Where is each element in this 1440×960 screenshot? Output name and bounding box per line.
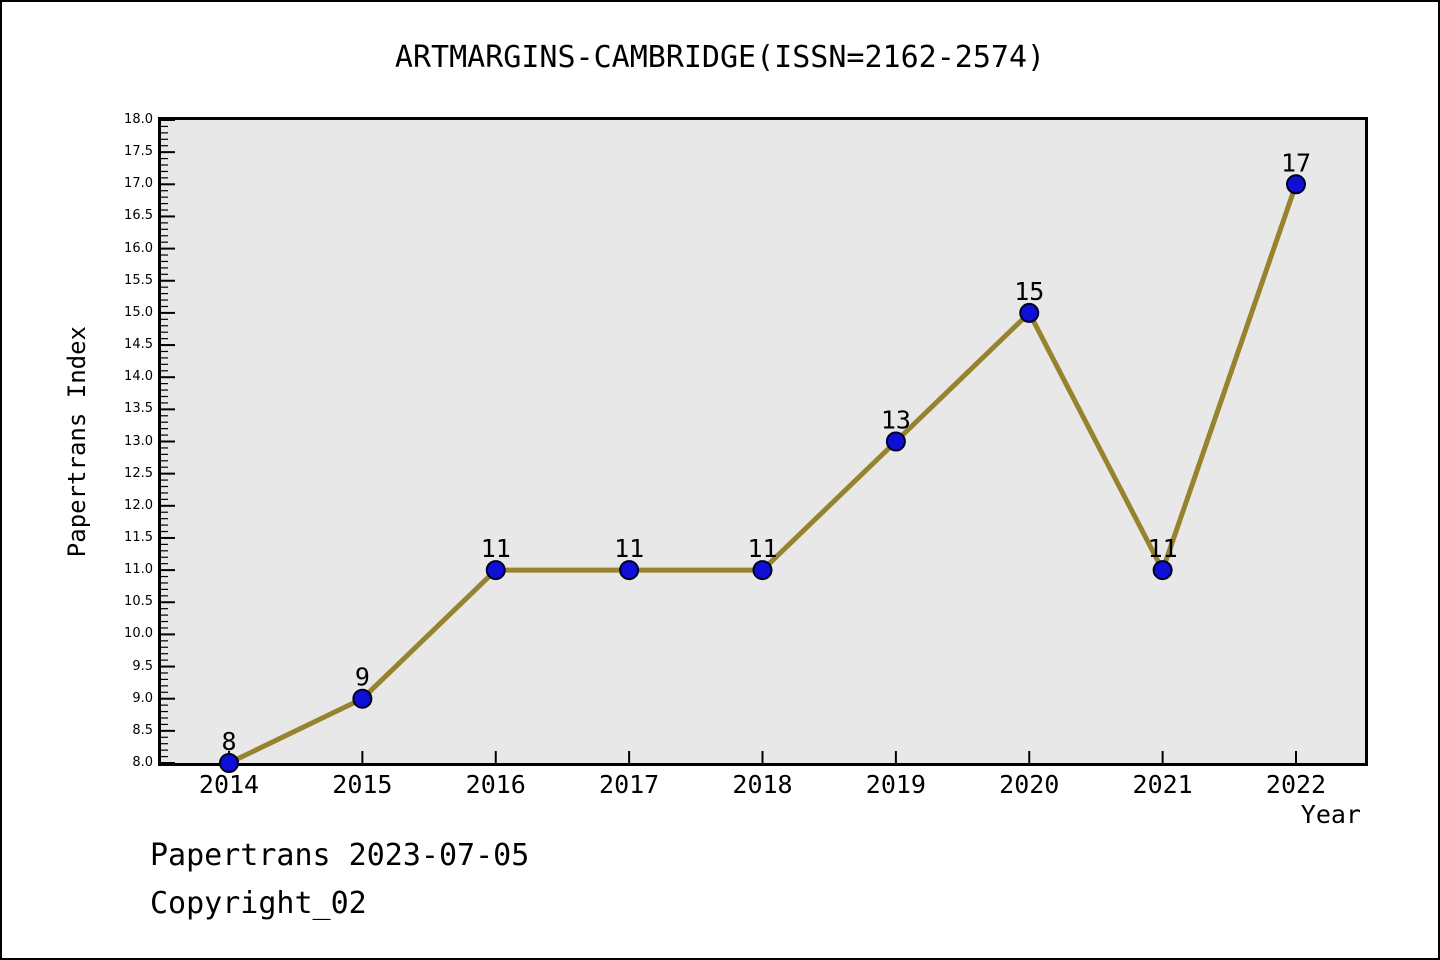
data-point-label: 13	[881, 406, 911, 435]
data-point-marker	[619, 560, 640, 581]
y-tick-label: 13.0	[124, 433, 153, 449]
y-tick-label: 9.0	[132, 690, 153, 706]
data-point-label: 11	[1148, 534, 1178, 563]
data-point-marker	[1152, 560, 1173, 581]
y-tick-label: 14.5	[124, 337, 153, 353]
y-tick-label: 11.5	[124, 529, 153, 545]
y-tick-label: 13.5	[124, 401, 153, 417]
y-tick-label: 8.5	[132, 722, 153, 738]
data-point-marker	[885, 431, 906, 452]
y-tick-label: 12.0	[124, 497, 153, 513]
y-tick-label: 18.0	[124, 112, 153, 127]
y-tick-label: 16.5	[124, 208, 153, 224]
data-point-label: 15	[1014, 277, 1044, 306]
x-tick-label: 2015	[332, 770, 393, 799]
y-tick-label: 10.0	[124, 626, 153, 642]
data-point-marker	[752, 560, 773, 581]
x-tick-label: 2020	[999, 770, 1060, 799]
data-point-marker	[1286, 174, 1306, 195]
x-tick-label: 2014	[198, 770, 260, 799]
x-tick-label: 2021	[1132, 770, 1193, 799]
data-point-label: 17	[1281, 148, 1311, 177]
y-tick-label: 17.0	[124, 176, 153, 192]
series-line	[227, 183, 1299, 766]
y-tick-label: 16.0	[124, 240, 153, 256]
data-point-label: 9	[355, 663, 370, 692]
footer-source-date: Papertrans 2023-07-05	[150, 838, 530, 873]
y-tick-label: 9.5	[132, 658, 153, 674]
x-tick-label: 2019	[865, 770, 926, 799]
plot-canvas: 8 9 11 11 11 13 15 11 17	[161, 119, 1311, 773]
y-tick-label: 8.0	[132, 755, 153, 770]
y-tick-label: 15.5	[124, 272, 153, 288]
chart-title: ARTMARGINS-CAMBRIDGE(ISSN=2162-2574)	[394, 40, 1046, 75]
x-tick-label: 2017	[599, 770, 660, 799]
y-tick-label: 11.0	[124, 562, 153, 578]
data-point-label: 11	[481, 534, 511, 563]
data-point-marker	[219, 753, 239, 773]
data-point-marker	[485, 560, 506, 581]
data-point-marker	[1019, 302, 1040, 323]
x-tick-label: 2016	[465, 770, 526, 799]
data-point-label: 11	[614, 534, 644, 563]
x-tick-label: 2022	[1265, 770, 1327, 799]
y-tick-label: 10.5	[124, 594, 153, 610]
plot-area: 8 9 11 11 11 13 15 11 17	[158, 117, 1368, 773]
y-tick-label: 15.0	[124, 304, 153, 320]
x-tick-label: 2018	[732, 770, 793, 799]
y-tick-label: 17.5	[124, 144, 153, 160]
data-point-marker	[352, 688, 373, 709]
footer-copyright: Copyright_02	[150, 886, 367, 921]
data-point-label: 11	[747, 534, 777, 563]
y-tick-label: 12.5	[124, 465, 153, 481]
y-tick-label: 14.0	[124, 369, 153, 385]
data-point-label: 8	[221, 727, 236, 756]
x-axis-title: Year	[1300, 800, 1361, 829]
